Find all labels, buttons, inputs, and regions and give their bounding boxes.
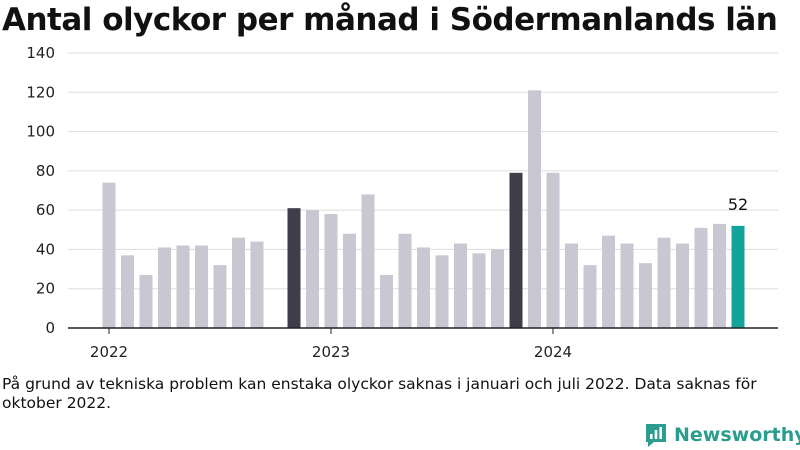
bar	[694, 227, 708, 328]
bar	[639, 263, 652, 328]
bar	[417, 247, 430, 328]
bar	[232, 237, 245, 328]
y-tick-label: 100	[26, 123, 55, 141]
bar	[139, 274, 153, 328]
latest-value-label: 52	[728, 195, 748, 214]
bar	[398, 233, 412, 328]
brand-logo[interactable]: Newsworthy	[644, 420, 800, 450]
bar	[361, 194, 375, 328]
bar	[435, 255, 449, 328]
bar	[546, 172, 560, 328]
footnote: På grund av tekniska problem kan enstaka…	[2, 375, 757, 412]
bar	[176, 245, 190, 328]
bar	[528, 90, 541, 328]
x-tick-label: 2024	[534, 343, 572, 361]
bar-chart: 0 20 40 60 80 100 120 140 52 2022 2023 2024	[26, 44, 778, 361]
bar	[509, 172, 523, 328]
y-tick-label: 40	[36, 240, 55, 258]
y-tick-label: 140	[26, 44, 55, 62]
x-tick-label: 2023	[312, 343, 350, 361]
brand-name: Newsworthy	[674, 424, 800, 446]
bar	[620, 243, 634, 328]
bar	[491, 249, 504, 328]
bar	[602, 235, 615, 328]
bar	[657, 237, 671, 328]
bar	[306, 210, 319, 328]
bar	[731, 225, 745, 328]
bar	[324, 214, 338, 328]
bar	[102, 182, 116, 328]
bar	[713, 223, 726, 328]
y-tick-label: 120	[26, 83, 55, 101]
x-axis: 2022 2023 2024	[68, 327, 778, 361]
x-tick-label: 2022	[90, 343, 128, 361]
y-axis-ticks: 0 20 40 60 80 100 120 140	[26, 44, 55, 337]
bar	[676, 243, 689, 328]
bar	[158, 247, 171, 328]
bar-chart-logo-icon	[646, 424, 666, 447]
bar	[250, 241, 264, 328]
bars	[102, 90, 745, 328]
bar	[565, 243, 578, 328]
chart-title: Antal olyckor per månad i Södermanlands …	[2, 2, 778, 38]
data-labels: 52	[728, 195, 748, 214]
bar	[121, 255, 134, 328]
y-tick-label: 80	[36, 162, 55, 180]
bar	[472, 253, 486, 328]
bar	[454, 243, 467, 328]
bar	[583, 265, 597, 328]
bar	[380, 274, 393, 328]
bar	[195, 245, 208, 328]
bar	[213, 265, 227, 328]
y-tick-label: 20	[36, 280, 55, 298]
y-tick-label: 0	[45, 319, 55, 337]
y-tick-label: 60	[36, 201, 55, 219]
bar	[343, 233, 356, 328]
bar	[287, 208, 301, 328]
